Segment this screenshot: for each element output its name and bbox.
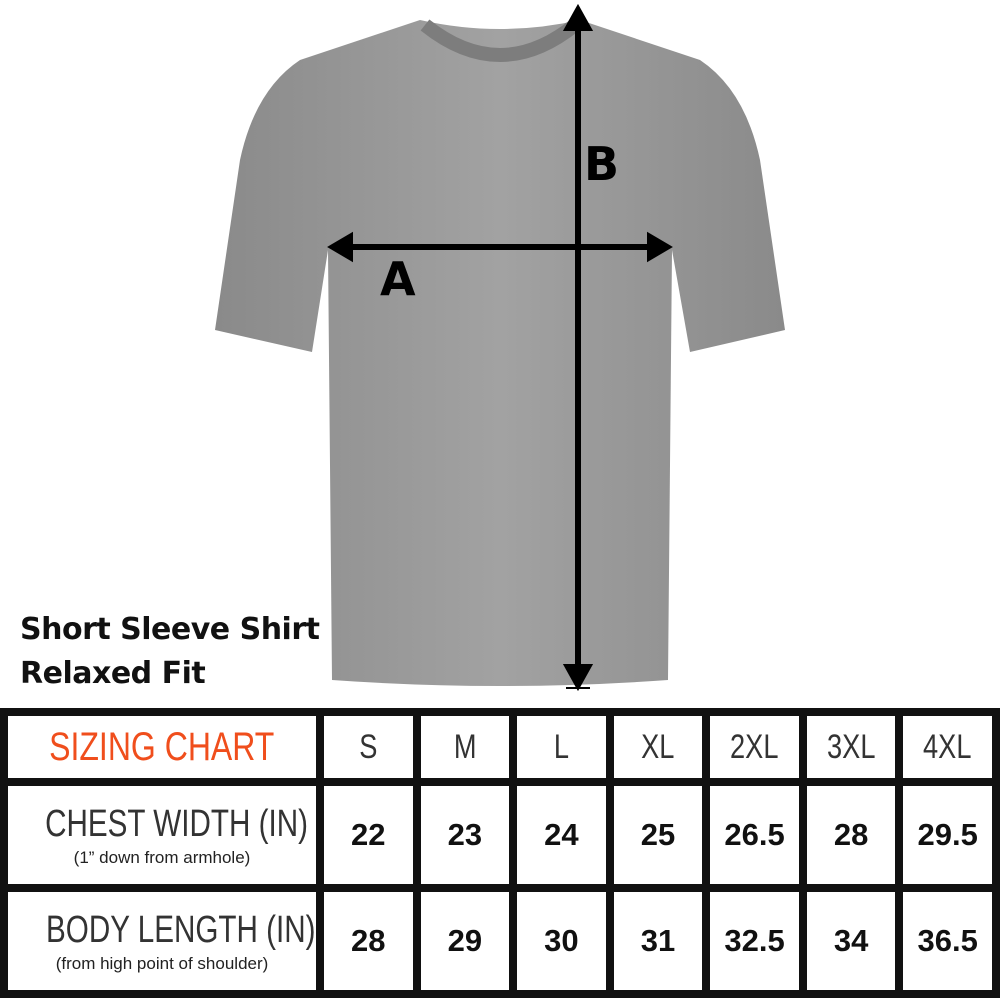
value-cell: 29	[412, 884, 518, 998]
size-label: L	[553, 727, 569, 766]
value-cell: 34	[798, 884, 904, 998]
size-header: XL	[605, 708, 711, 786]
size-label: S	[359, 727, 378, 766]
measure-b-arrow	[562, 3, 594, 692]
shirt-diagram: A B	[215, 3, 785, 692]
header-row: SIZING CHART S M L XL 2XL 3XL 4XL	[0, 708, 1000, 786]
value-cell: 26.5	[702, 778, 807, 892]
measure-a-arrow	[327, 231, 673, 263]
row-label: BODY LENGTH (IN)	[46, 908, 316, 951]
size-header: 3XL	[798, 708, 904, 786]
row-label-cell: CHEST WIDTH (IN) (1” down from armhole)	[0, 778, 324, 892]
row-sublabel: (from high point of shoulder)	[55, 953, 269, 973]
table-title-cell: SIZING CHART	[0, 708, 324, 786]
label-a: A	[380, 252, 416, 306]
value-cell: 28	[316, 884, 421, 998]
product-name: Short Sleeve Shirt	[20, 612, 320, 647]
size-header: 2XL	[702, 708, 807, 786]
value-cell: 32.5	[702, 884, 807, 998]
value-cell: 36.5	[895, 884, 1000, 998]
size-label: M	[453, 727, 477, 766]
value-cell: 31	[605, 884, 711, 998]
size-header: M	[412, 708, 518, 786]
label-b: B	[584, 137, 619, 191]
value-cell: 22	[316, 778, 421, 892]
row-label: CHEST WIDTH (IN)	[45, 802, 308, 845]
value-cell: 23	[412, 778, 518, 892]
table-title: SIZING CHART	[49, 724, 275, 769]
value-cell: 30	[509, 884, 614, 998]
table-row: BODY LENGTH (IN) (from high point of shou…	[0, 884, 1000, 998]
shirt-body	[215, 20, 785, 686]
sizing-table: SIZING CHART S M L XL 2XL 3XL 4XL CHEST …	[0, 708, 1000, 998]
shirt-collar	[420, 19, 580, 62]
size-header: S	[316, 708, 421, 786]
size-label: 2XL	[730, 727, 779, 766]
size-label: XL	[641, 727, 675, 766]
value-cell: 29.5	[895, 778, 1000, 892]
row-sublabel: (1” down from armhole)	[73, 847, 251, 867]
product-fit: Relaxed Fit	[20, 656, 206, 691]
value-cell: 24	[509, 778, 614, 892]
size-header: L	[509, 708, 614, 786]
value-cell: 28	[798, 778, 904, 892]
size-label: 4XL	[923, 727, 972, 766]
size-header: 4XL	[895, 708, 1000, 786]
table-row: CHEST WIDTH (IN) (1” down from armhole) 2…	[0, 778, 1000, 892]
size-label: 3XL	[826, 727, 876, 766]
row-label-cell: BODY LENGTH (IN) (from high point of shou…	[0, 884, 324, 998]
value-cell: 25	[605, 778, 711, 892]
